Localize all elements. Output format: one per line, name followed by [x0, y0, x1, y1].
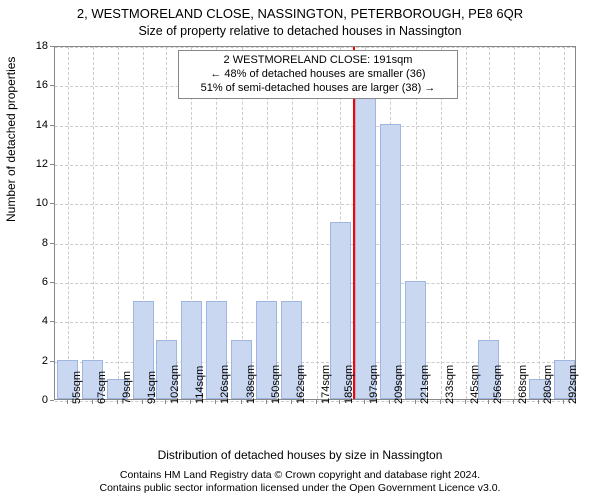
x-tick-label: 233sqm — [444, 365, 456, 404]
x-tick-mark — [513, 400, 514, 404]
x-tick-label: 126sqm — [219, 365, 231, 404]
x-tick-mark — [316, 400, 317, 404]
y-tick-mark — [50, 164, 54, 165]
footer-line2: Contains public sector information licen… — [0, 482, 600, 496]
x-tick-label: 174sqm — [320, 365, 332, 404]
y-tick-label: 14 — [8, 119, 48, 131]
gridline-h — [55, 283, 575, 284]
gridline-h — [55, 47, 575, 48]
y-tick-mark — [50, 400, 54, 401]
y-tick-label: 18 — [8, 40, 48, 52]
x-tick-mark — [339, 400, 340, 404]
x-tick-label: 162sqm — [295, 365, 307, 404]
y-tick-mark — [50, 282, 54, 283]
annotation-line2: ← 48% of detached houses are smaller (36… — [185, 68, 451, 82]
reference-vertical-line — [353, 47, 355, 399]
y-tick-label: 0 — [8, 394, 48, 406]
gridline-v — [441, 47, 442, 399]
gridline-v — [466, 47, 467, 399]
gridline-h — [55, 126, 575, 127]
y-tick-label: 2 — [8, 355, 48, 367]
gridline-v — [93, 47, 94, 399]
x-tick-label: 138sqm — [245, 365, 257, 404]
x-tick-label: 185sqm — [343, 365, 355, 404]
x-tick-label: 102sqm — [169, 365, 181, 404]
y-tick-mark — [50, 46, 54, 47]
x-tick-mark — [415, 400, 416, 404]
gridline-v — [514, 47, 515, 399]
x-tick-mark — [117, 400, 118, 404]
x-tick-mark — [67, 400, 68, 404]
gridline-v — [539, 47, 540, 399]
x-tick-mark — [291, 400, 292, 404]
x-tick-label: 67sqm — [96, 371, 108, 404]
y-tick-mark — [50, 243, 54, 244]
y-tick-mark — [50, 203, 54, 204]
gridline-v — [118, 47, 119, 399]
x-tick-label: 55sqm — [71, 371, 83, 404]
x-axis-label: Distribution of detached houses by size … — [0, 448, 600, 462]
x-tick-label: 91sqm — [146, 371, 158, 404]
x-tick-label: 79sqm — [121, 371, 133, 404]
x-tick-label: 280sqm — [542, 365, 554, 404]
y-tick-mark — [50, 85, 54, 86]
x-tick-mark — [364, 400, 365, 404]
x-tick-label: 221sqm — [419, 365, 431, 404]
footer-line1: Contains HM Land Registry data © Crown c… — [0, 469, 600, 483]
x-tick-mark — [563, 400, 564, 404]
gridline-v — [317, 47, 318, 399]
x-tick-label: 114sqm — [194, 366, 206, 404]
gridline-h — [55, 204, 575, 205]
gridline-v — [68, 47, 69, 399]
x-tick-label: 150sqm — [270, 365, 282, 404]
y-tick-label: 6 — [8, 276, 48, 288]
histogram-bar — [355, 84, 376, 399]
y-tick-mark — [50, 321, 54, 322]
x-tick-label: 268sqm — [517, 365, 529, 404]
x-tick-mark — [92, 400, 93, 404]
x-tick-mark — [538, 400, 539, 404]
annotation-line3: 51% of semi-detached houses are larger (… — [185, 82, 451, 96]
x-tick-mark — [215, 400, 216, 404]
x-tick-label: 209sqm — [393, 365, 405, 404]
x-tick-label: 292sqm — [567, 365, 579, 404]
gridline-v — [564, 47, 565, 399]
y-tick-label: 8 — [8, 237, 48, 249]
x-tick-label: 256sqm — [492, 365, 504, 404]
x-tick-mark — [465, 400, 466, 404]
x-tick-mark — [142, 400, 143, 404]
y-tick-mark — [50, 125, 54, 126]
y-tick-label: 12 — [8, 158, 48, 170]
y-tick-label: 10 — [8, 197, 48, 209]
gridline-h — [55, 165, 575, 166]
annotation-line1: 2 WESTMORELAND CLOSE: 191sqm — [185, 54, 451, 68]
x-tick-label: 245sqm — [469, 365, 481, 404]
y-tick-mark — [50, 361, 54, 362]
x-tick-mark — [190, 400, 191, 404]
x-tick-mark — [488, 400, 489, 404]
histogram-bar — [380, 124, 401, 399]
x-tick-mark — [389, 400, 390, 404]
footer-attribution: Contains HM Land Registry data © Crown c… — [0, 469, 600, 496]
reference-annotation-box: 2 WESTMORELAND CLOSE: 191sqm ← 48% of de… — [178, 50, 458, 99]
x-tick-mark — [266, 400, 267, 404]
x-tick-mark — [440, 400, 441, 404]
chart-title-address: 2, WESTMORELAND CLOSE, NASSINGTON, PETER… — [0, 6, 600, 21]
y-tick-label: 4 — [8, 315, 48, 327]
gridline-h — [55, 244, 575, 245]
x-tick-mark — [241, 400, 242, 404]
x-tick-label: 197sqm — [368, 365, 380, 404]
y-tick-label: 16 — [8, 79, 48, 91]
x-tick-mark — [165, 400, 166, 404]
chart-title-desc: Size of property relative to detached ho… — [0, 24, 600, 38]
